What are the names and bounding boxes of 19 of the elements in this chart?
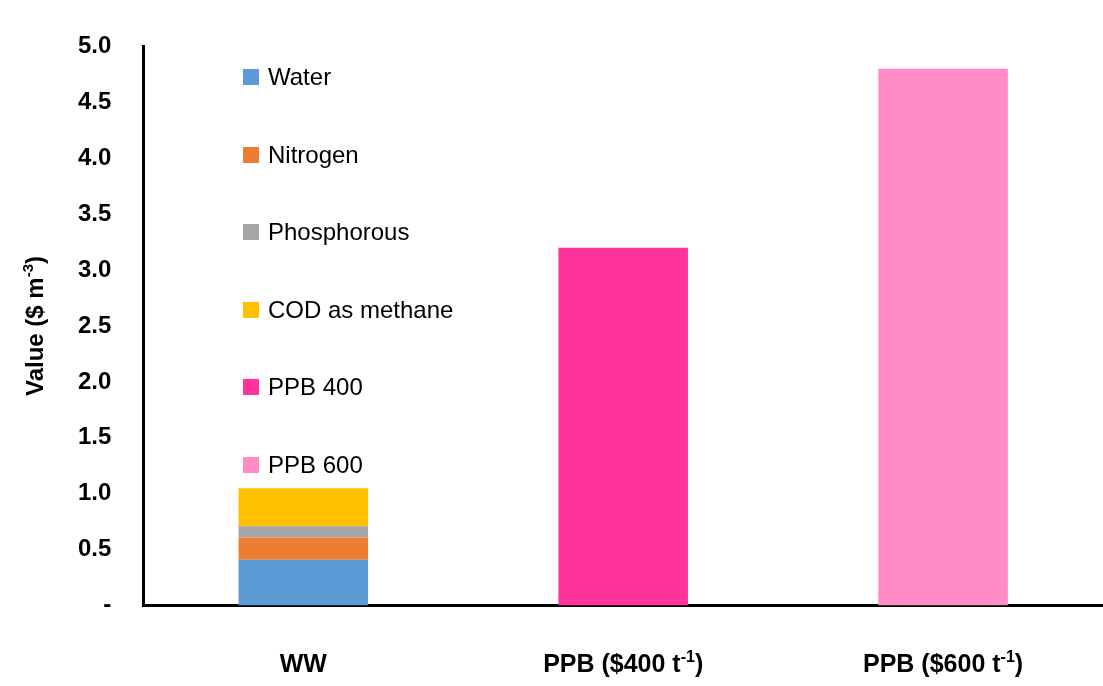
y-tick-label: 1.0 [77,478,112,506]
legend-label: Phosphorous [268,218,410,247]
legend-label: PPB 600 [268,450,363,479]
y-tick-label: 4.5 [77,86,112,114]
legend-label: COD as methane [268,295,454,324]
y-tick-label: 0.5 [77,534,112,562]
y-tick-label: 1.5 [77,422,112,450]
legend-label: PPB 400 [268,373,363,402]
legend-label: Water [268,63,332,92]
y-tick-label: 2.5 [77,310,112,338]
y-tick-label: 5.0 [77,31,112,59]
y-tick-label: 3.5 [77,198,112,226]
x-tick-label: WW [279,649,328,677]
legend-label: Nitrogen [268,140,359,169]
y-tick-label: 4.0 [77,142,112,170]
y-tick-label: - [103,590,112,618]
y-tick-label: 2.0 [77,366,112,394]
y-tick-label: 3.0 [77,254,112,282]
y-axis-title: Value ($ m-3) [19,255,48,397]
